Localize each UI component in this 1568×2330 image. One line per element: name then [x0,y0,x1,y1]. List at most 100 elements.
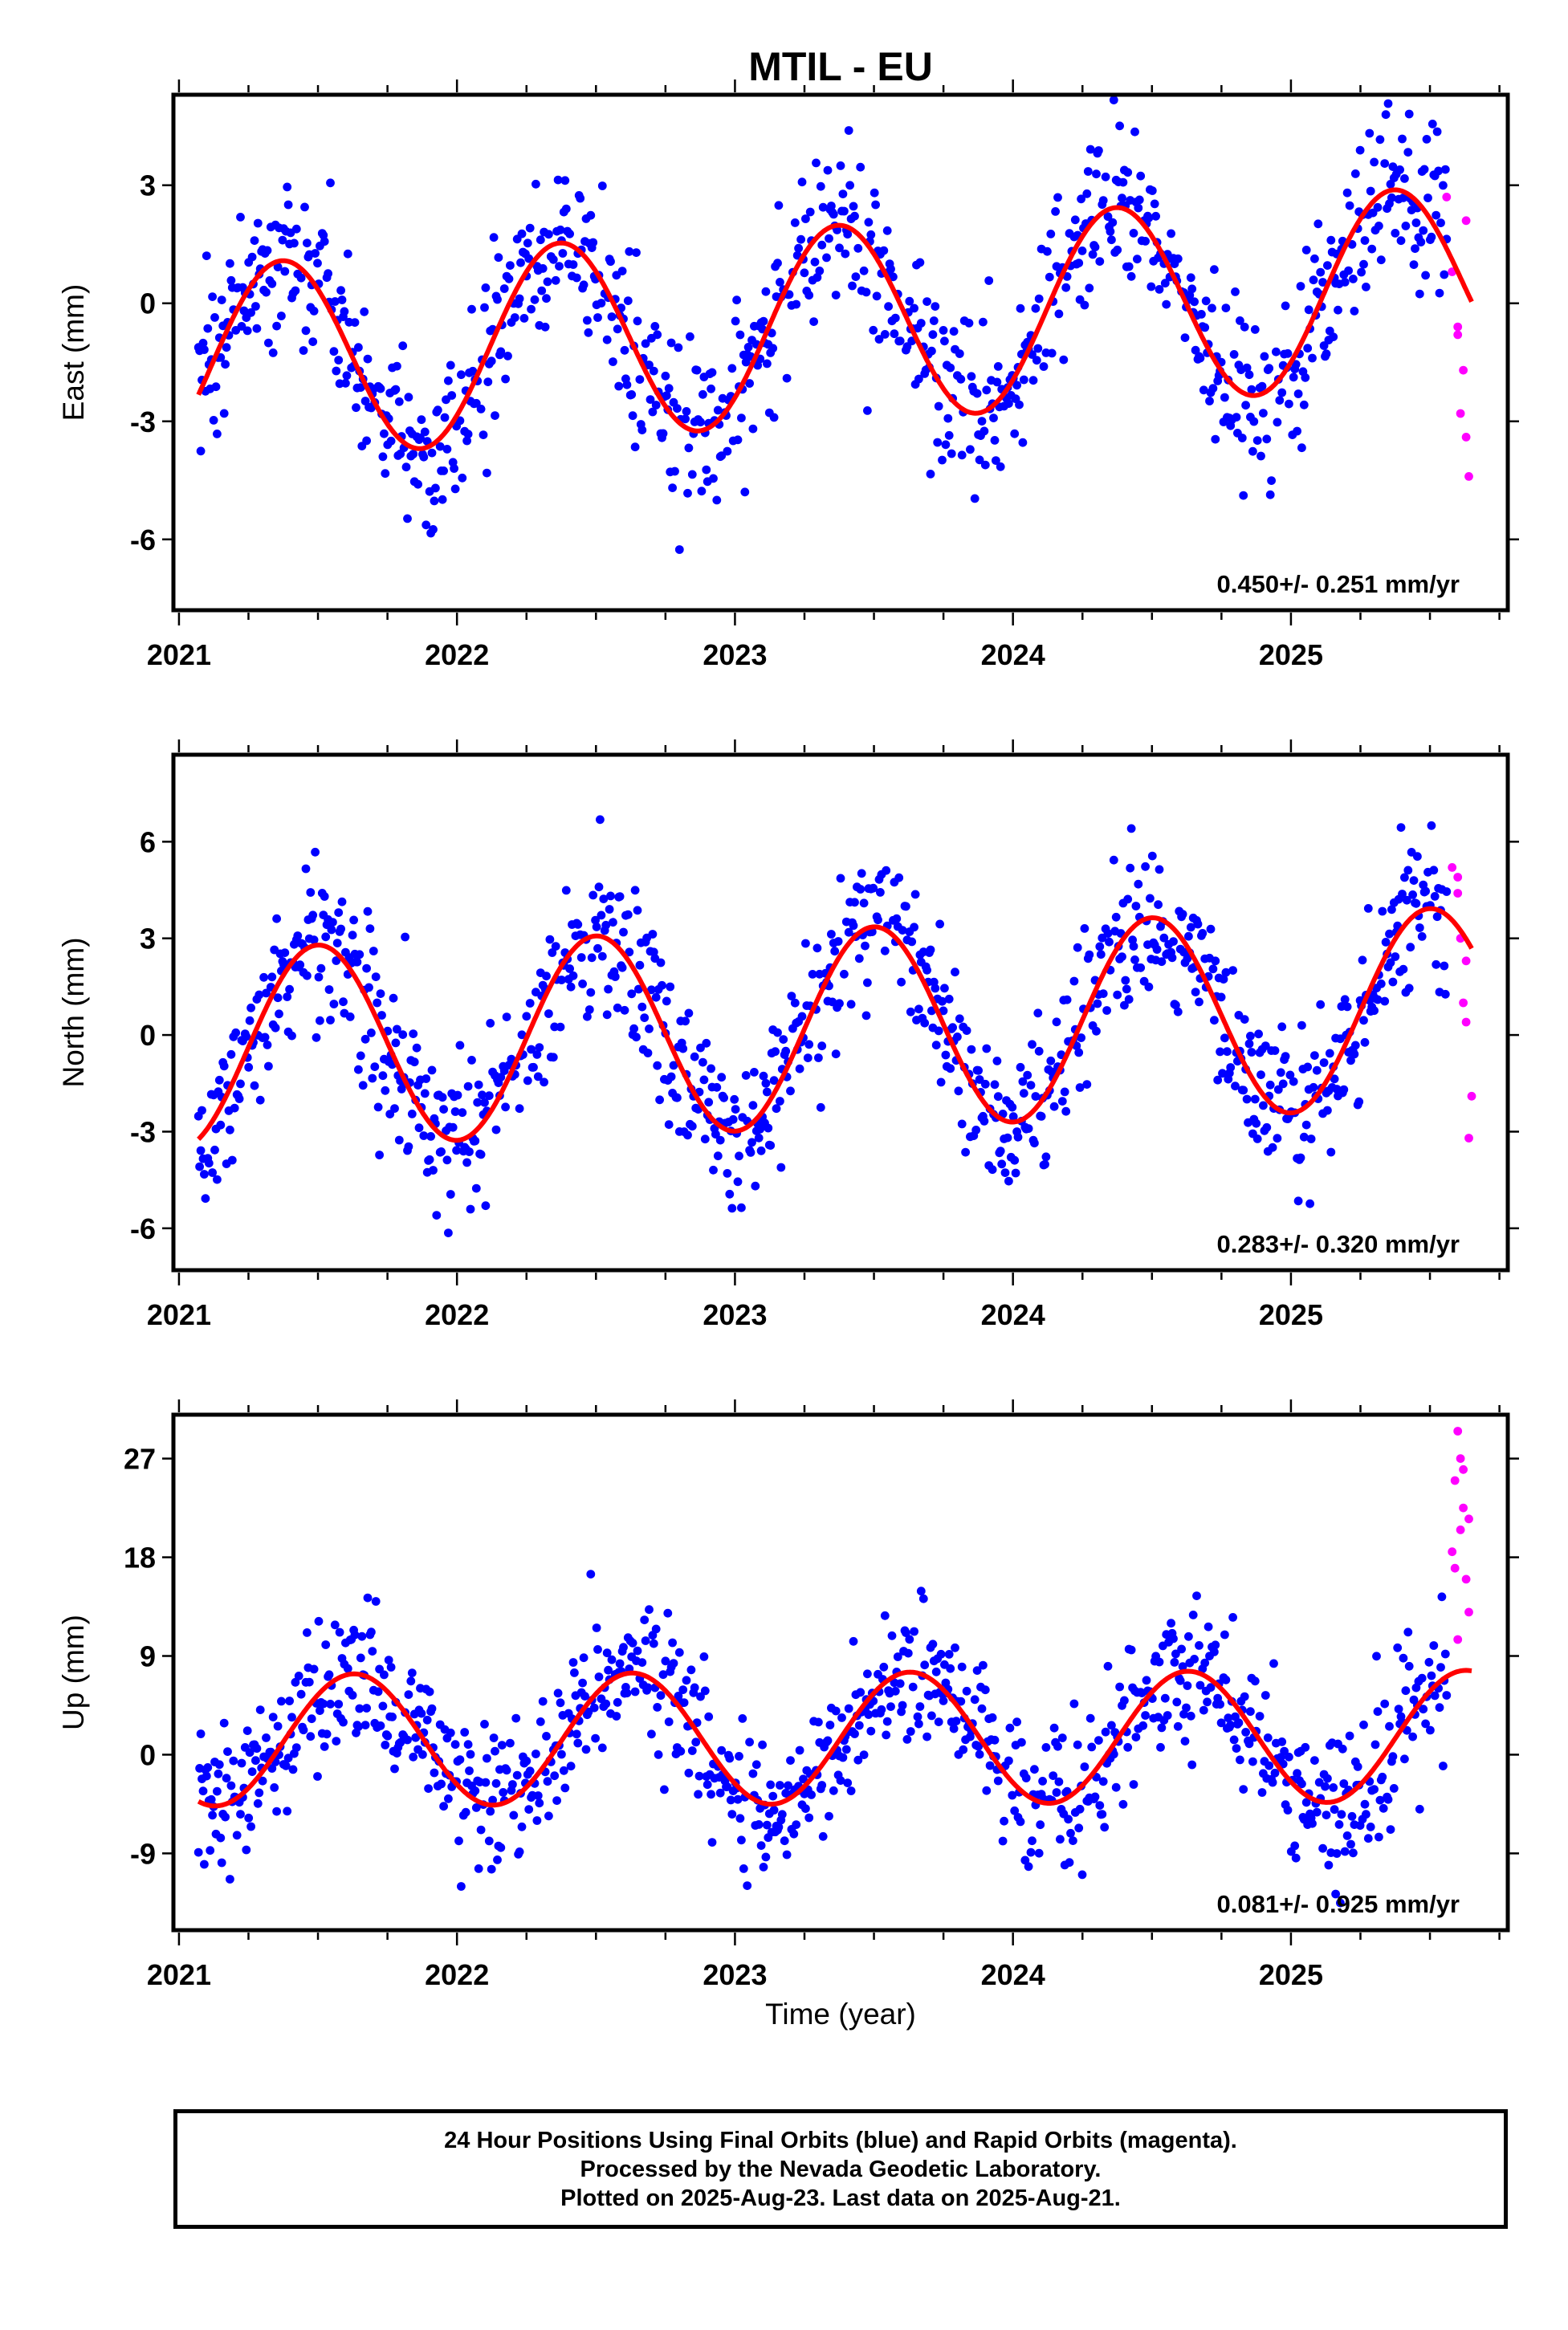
final-orbit-point [251,1756,260,1766]
final-orbit-point [573,1738,583,1748]
final-orbit-point [268,1713,278,1722]
final-orbit-point [761,1078,771,1088]
final-orbit-point [354,1722,363,1732]
final-orbit-point [538,264,548,273]
final-orbit-point [804,291,814,300]
final-orbit-point [1049,1102,1059,1111]
final-orbit-point [321,932,331,942]
final-orbit-point [496,1073,506,1081]
final-orbit-point [542,1732,551,1741]
final-orbit-point [466,1204,475,1214]
final-orbit-point [910,923,918,932]
final-orbit-point [789,1829,799,1839]
final-orbit-point [515,1847,524,1856]
final-orbit-point [854,1721,864,1730]
final-orbit-point [339,997,348,1007]
final-orbit-point [1026,1847,1036,1857]
final-orbit-point [365,924,375,933]
final-orbit-point [731,316,740,326]
final-orbit-point [790,998,800,1008]
final-orbit-point [864,1710,874,1719]
final-orbit-point [897,977,906,987]
final-orbit-point [1434,166,1443,176]
final-orbit-point [774,1823,784,1832]
final-orbit-point [1154,900,1163,910]
final-orbit-point [1034,294,1044,303]
final-orbit-point [525,1766,535,1776]
final-orbit-point [758,1740,767,1750]
final-orbit-point [634,984,643,994]
final-orbit-point [336,286,345,295]
final-orbit-point [1404,109,1414,119]
final-orbit-point [1403,148,1413,157]
final-orbit-point [356,1051,365,1061]
final-orbit-point [352,957,362,967]
final-orbit-point [619,1643,628,1652]
final-orbit-point [223,1747,232,1757]
final-orbit-point [1061,1106,1071,1116]
final-orbit-point [696,1692,705,1701]
final-orbit-point [216,1120,226,1130]
final-orbit-point [939,326,948,335]
final-orbit-point [1155,285,1164,294]
final-orbit-point [1028,1836,1037,1846]
final-orbit-point [1429,866,1439,875]
final-orbit-point [1187,284,1197,294]
final-orbit-point [377,1011,386,1020]
final-orbit-point [914,374,923,384]
final-orbit-point [444,1228,453,1237]
final-orbit-point [733,435,743,445]
final-orbit-point [591,915,600,925]
final-orbit-point [683,1130,692,1140]
final-orbit-point [1360,1037,1370,1047]
final-orbit-point [1098,1777,1108,1786]
final-orbit-point [892,914,902,923]
final-orbit-point [352,403,360,413]
final-orbit-point [1372,1652,1381,1661]
final-orbit-point [334,356,344,365]
final-orbit-point [403,514,412,523]
final-orbit-point [527,304,536,314]
final-orbit-point [831,291,841,299]
final-orbit-point [1339,1085,1349,1094]
final-orbit-point [975,455,984,465]
final-orbit-point [416,433,425,442]
final-orbit-point [1246,1707,1255,1717]
final-orbit-point [348,1691,357,1700]
final-orbit-point [503,352,512,360]
final-orbit-point [326,1700,335,1709]
final-orbit-point [1070,215,1080,225]
x-tick-label: 2023 [703,1958,767,1991]
y-tick-label: -6 [130,523,156,556]
final-orbit-point [481,1201,491,1211]
final-orbit-point [341,378,350,388]
final-orbit-point [1359,1016,1368,1025]
final-orbit-point [1069,976,1079,986]
final-orbit-point [940,984,949,993]
final-orbit-point [1047,348,1057,358]
final-orbit-point [597,1743,607,1753]
final-orbit-point [1254,1029,1263,1039]
final-orbit-point [312,1033,321,1042]
final-orbit-point [250,1081,259,1090]
final-orbit-point [1167,1619,1175,1628]
final-orbit-point [1221,303,1231,312]
final-orbit-point [975,1075,984,1084]
final-orbit-point [962,1686,971,1696]
final-orbit-point [784,290,794,299]
final-orbit-point [606,891,615,901]
final-orbit-point [948,1023,957,1033]
final-orbit-point [210,313,219,322]
final-orbit-point [1012,1717,1021,1727]
final-orbit-point [343,1664,352,1673]
final-orbit-point [601,1699,611,1709]
final-orbit-point [390,1764,399,1774]
final-orbit-point [670,466,679,476]
final-orbit-point [795,1745,804,1755]
final-orbit-point [324,1670,334,1680]
final-orbit-point [250,236,259,245]
final-orbit-point [1424,1657,1434,1667]
final-orbit-point [1131,1733,1141,1742]
final-orbit-point [1107,235,1116,245]
final-orbit-point [653,1061,662,1070]
